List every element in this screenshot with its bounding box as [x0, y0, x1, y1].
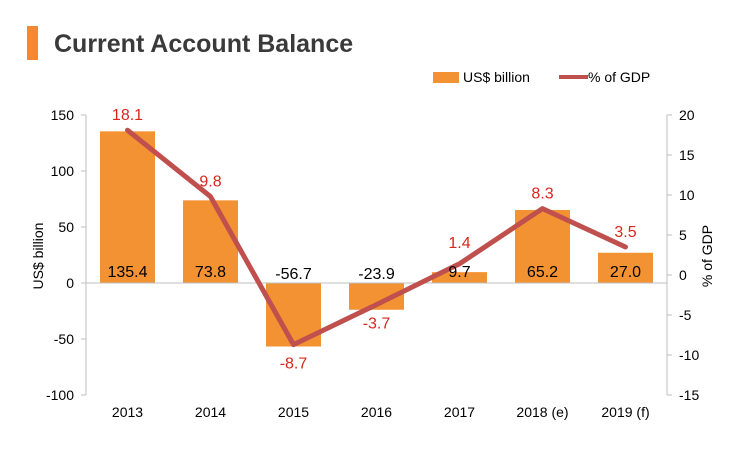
y2-tick-label: -5	[679, 307, 692, 323]
y-tick-label: 150	[51, 107, 75, 123]
y-tick-label: -50	[54, 331, 74, 347]
x-tick-label: 2018 (e)	[516, 404, 568, 420]
y-tick-label: 50	[58, 219, 74, 235]
bar-value-label: 65.2	[527, 264, 558, 281]
x-tick-label: 2014	[195, 404, 226, 420]
bar-value-label: -56.7	[275, 266, 312, 283]
x-tick-label: 2019 (f)	[601, 404, 649, 420]
y2-tick-label: 0	[679, 267, 687, 283]
bar	[432, 272, 487, 283]
bar-value-label: 27.0	[610, 264, 641, 281]
y2-tick-label: 10	[679, 187, 695, 203]
y2-tick-label: -10	[679, 347, 699, 363]
line-value-label: -3.7	[363, 316, 391, 333]
y2-tick-label: -15	[679, 387, 699, 403]
legend-bar-label: US$ billion	[463, 69, 530, 85]
y-axis-title: US$ billion	[30, 223, 46, 290]
line-series	[125, 127, 628, 348]
y-tick-label: -100	[46, 387, 74, 403]
x-tick-label: 2017	[444, 404, 475, 420]
line-value-label: 9.8	[199, 174, 221, 191]
y2-tick-label: 20	[679, 107, 695, 123]
bar	[183, 200, 238, 283]
line-value-label: -8.7	[280, 356, 308, 373]
y2-tick-label: 5	[679, 227, 687, 243]
line-value-label: 1.4	[448, 235, 470, 252]
bar	[100, 131, 155, 283]
bar-value-label: 135.4	[107, 264, 147, 281]
bar	[598, 252, 653, 283]
bar-series	[100, 131, 653, 347]
x-tick-label: 2016	[361, 404, 392, 420]
line-path	[125, 127, 628, 348]
line-value-label: 8.3	[531, 186, 553, 203]
y2-tick-label: 15	[679, 147, 695, 163]
legend-line-label: % of GDP	[588, 69, 650, 85]
bar-value-label: 73.8	[195, 264, 226, 281]
data-labels: 135.4 73.8 -56.7 -23.9 9.7 65.2 27.0 18.1 9.8 -8.…	[107, 107, 641, 372]
line-value-label: 3.5	[614, 224, 636, 241]
legend-bar-swatch	[433, 72, 459, 83]
chart-title: Current Account Balance	[54, 30, 354, 58]
x-tick-label: 2015	[278, 404, 309, 420]
y-tick-label: 0	[66, 275, 74, 291]
line-value-label: 18.1	[112, 107, 143, 124]
title-accent-bar	[27, 26, 38, 60]
bar-value-label: 9.7	[448, 264, 470, 281]
y2-axis-title: % of GDP	[699, 225, 715, 287]
y-tick-label: 100	[51, 163, 75, 179]
bar-value-label: -23.9	[358, 266, 395, 283]
x-tick-label: 2013	[112, 404, 143, 420]
legend: US$ billion % of GDP	[433, 69, 650, 85]
